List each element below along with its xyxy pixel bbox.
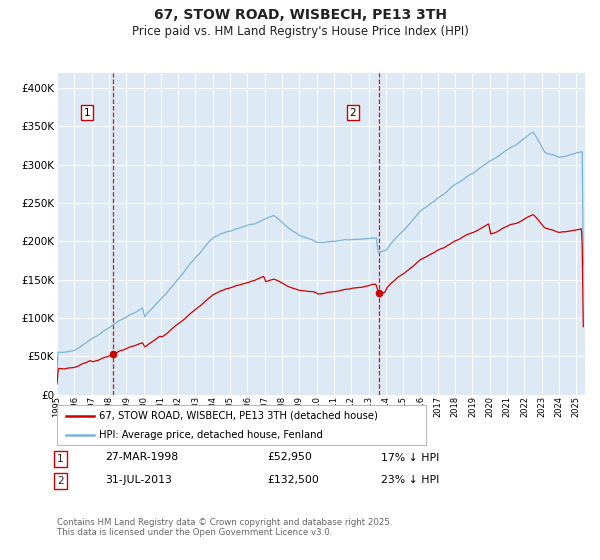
Text: 31-JUL-2013: 31-JUL-2013 xyxy=(105,475,172,485)
Text: 2: 2 xyxy=(57,476,64,486)
Text: 1: 1 xyxy=(57,454,64,464)
Text: 67, STOW ROAD, WISBECH, PE13 3TH (detached house): 67, STOW ROAD, WISBECH, PE13 3TH (detach… xyxy=(100,411,379,421)
Text: 17% ↓ HPI: 17% ↓ HPI xyxy=(381,452,439,463)
Text: 67, STOW ROAD, WISBECH, PE13 3TH: 67, STOW ROAD, WISBECH, PE13 3TH xyxy=(154,8,446,22)
Text: 1: 1 xyxy=(83,108,90,118)
Text: 23% ↓ HPI: 23% ↓ HPI xyxy=(381,475,439,485)
Text: £52,950: £52,950 xyxy=(267,452,312,463)
Text: 2: 2 xyxy=(349,108,356,118)
Text: HPI: Average price, detached house, Fenland: HPI: Average price, detached house, Fenl… xyxy=(100,430,323,440)
Text: Price paid vs. HM Land Registry's House Price Index (HPI): Price paid vs. HM Land Registry's House … xyxy=(131,25,469,38)
Text: Contains HM Land Registry data © Crown copyright and database right 2025.
This d: Contains HM Land Registry data © Crown c… xyxy=(57,518,392,538)
Text: 27-MAR-1998: 27-MAR-1998 xyxy=(105,452,178,463)
Text: £132,500: £132,500 xyxy=(267,475,319,485)
